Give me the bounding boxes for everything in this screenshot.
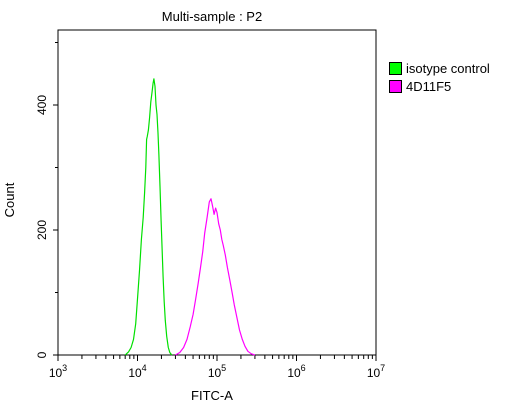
x-tick-label: 107 (367, 363, 385, 380)
y-tick-label: 0 (35, 351, 49, 358)
y-tick-label: 200 (35, 220, 49, 240)
legend-item-4d11f5: 4D11F5 (389, 77, 490, 95)
legend-label: isotype control (406, 60, 490, 76)
series-line-isotype-control (124, 78, 173, 356)
legend: isotype control 4D11F5 (389, 59, 490, 95)
x-tick-label: 105 (208, 363, 226, 380)
series-line-4d11f5 (175, 198, 256, 356)
x-tick-label: 106 (287, 363, 305, 380)
y-tick-label: 400 (35, 95, 49, 115)
legend-label: 4D11F5 (406, 78, 452, 94)
x-tick-label: 103 (49, 363, 67, 380)
legend-swatch-magenta (389, 79, 402, 93)
x-axis-label: FITC-A (191, 388, 233, 403)
x-tick-label: 104 (128, 363, 146, 380)
legend-swatch-green (389, 61, 402, 75)
plot-frame (57, 29, 377, 356)
legend-item-isotype-control: isotype control (389, 59, 490, 77)
y-axis-label: Count (2, 182, 17, 217)
chart-title: Multi-sample : P2 (162, 9, 262, 24)
